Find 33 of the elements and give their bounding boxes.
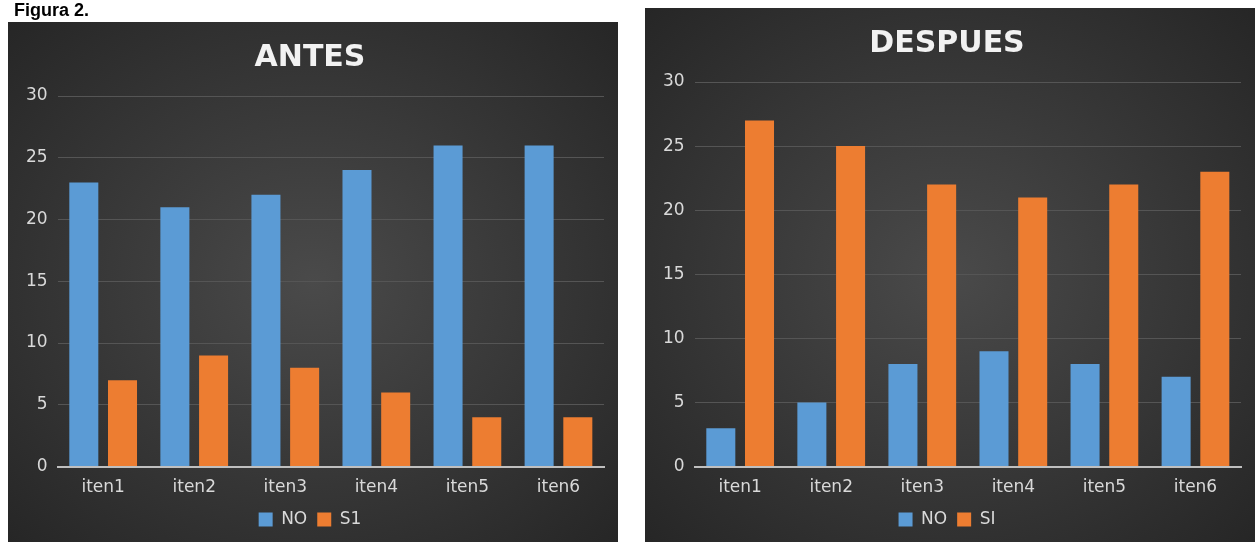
x-tick-label: iten6 (1173, 476, 1218, 497)
chart-title: ANTES (254, 37, 366, 73)
y-tick-label: 20 (25, 207, 48, 228)
y-tick-label: 5 (673, 390, 685, 411)
legend-label: SI (979, 507, 996, 528)
y-tick-label: 25 (662, 134, 685, 155)
y-tick-label: 0 (673, 455, 685, 476)
x-tick-label: iten3 (900, 476, 945, 497)
x-tick-label: iten4 (991, 476, 1036, 497)
legend-label: NO (921, 507, 948, 528)
y-tick-label: 5 (36, 393, 48, 414)
x-tick-label: iten6 (536, 476, 581, 497)
y-tick-label: 10 (25, 331, 48, 352)
y-tick-label: 15 (25, 269, 48, 290)
y-tick-label: 25 (25, 146, 48, 167)
y-tick-label: 20 (662, 198, 685, 219)
y-tick-label: 30 (25, 84, 48, 105)
y-tick-label: 10 (662, 326, 685, 347)
x-tick-label: iten5 (1082, 476, 1127, 497)
x-tick-label: iten1 (718, 476, 762, 497)
x-tick-label: iten5 (445, 476, 490, 497)
x-tick-label: iten3 (263, 476, 308, 497)
x-tick-label: iten2 (809, 476, 853, 497)
legend-label: S1 (339, 507, 362, 528)
x-tick-label: iten4 (354, 476, 399, 497)
text: Figura 2. (14, 0, 90, 21)
y-tick-label: 30 (662, 70, 685, 91)
x-tick-label: iten1 (81, 476, 125, 497)
x-tick-label: iten2 (172, 476, 216, 497)
chart-title: DESPUES (869, 23, 1025, 59)
legend-label: NO (281, 507, 308, 528)
y-tick-label: 15 (662, 262, 685, 283)
y-tick-label: 0 (36, 455, 48, 476)
